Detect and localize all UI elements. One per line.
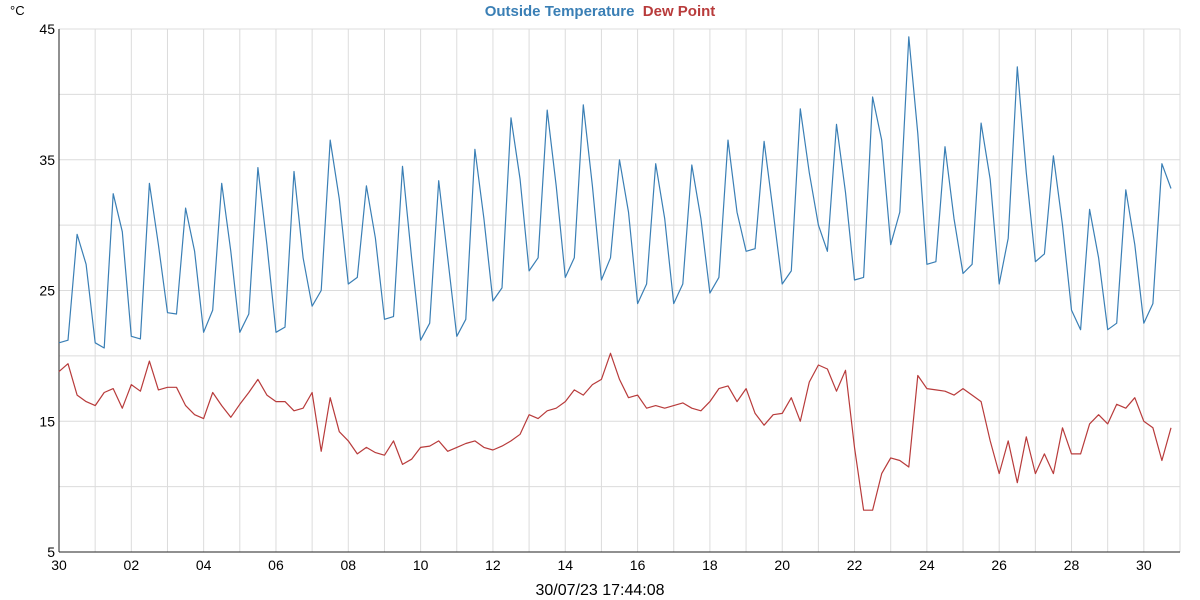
y-tick-label: 35 [39,152,55,168]
x-tick-label: 30 [51,557,67,573]
y-tick-label: 45 [39,21,55,37]
x-tick-label: 04 [196,557,212,573]
x-tick-label: 08 [341,557,357,573]
x-tick-label: 20 [774,557,790,573]
x-tick-label: 12 [485,557,501,573]
y-tick-label: 25 [39,283,55,299]
x-tick-label: 22 [847,557,863,573]
grid [59,28,1181,552]
y-tick-label: 5 [47,544,55,560]
series-dew-point-line [58,352,1172,511]
x-tick-label: 02 [124,557,140,573]
series-outside-temperature-line [58,36,1172,349]
y-tick-label: 15 [39,413,55,429]
y-axis-unit-label: °C [10,3,25,18]
series-lines [58,36,1172,511]
legend-dew-point: Dew Point [642,3,716,20]
x-tick-label: 24 [919,557,935,573]
x-tick-labels: 30 02 04 06 08 10 12 14 16 18 20 22 24 26 28 30 [51,557,1152,573]
legend-outside-temperature: Outside Temperature [484,3,639,20]
x-tick-label: 16 [630,557,646,573]
x-tick-label: 26 [991,557,1007,573]
x-tick-label: 14 [557,557,573,573]
x-tick-label: 30 [1136,557,1152,573]
x-tick-label: 28 [1064,557,1080,573]
x-tick-label: 10 [413,557,429,573]
timestamp: 30/07/23 17:44:08 [535,582,665,599]
x-tick-label: 18 [702,557,718,573]
chart-title: Outside Temperature Dew Point [0,3,1200,20]
axes [58,29,1180,553]
y-tick-labels: 5 15 25 35 45 [39,21,55,560]
x-tick-label: 06 [268,557,284,573]
